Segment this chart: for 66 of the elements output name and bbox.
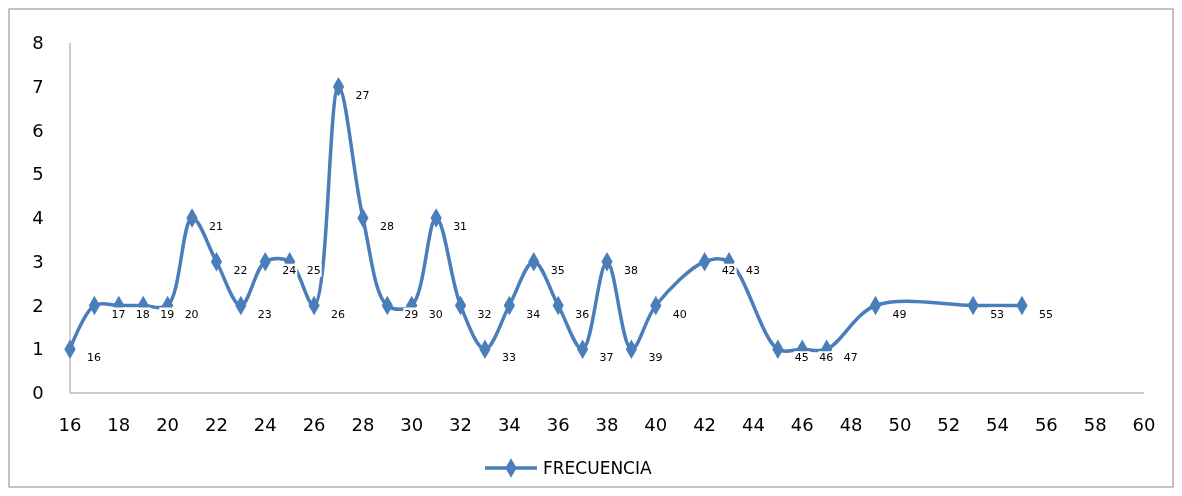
y-tick-label: 7: [32, 75, 44, 97]
annotation: 45: [794, 351, 809, 365]
x-tick-label: 60: [1132, 414, 1156, 435]
annotation: 37: [599, 351, 614, 365]
annotation: 22: [233, 263, 248, 277]
y-tick-label: 6: [32, 119, 44, 141]
x-tick-label: 24: [253, 414, 277, 435]
x-tick-label: 34: [497, 414, 521, 435]
annotation: 47: [843, 351, 858, 365]
y-tick-label: 4: [32, 207, 44, 228]
annotation: 18: [135, 307, 150, 321]
x-tick-label: 28: [351, 414, 375, 435]
annotation: 30: [428, 307, 443, 321]
annotation: 53: [990, 307, 1005, 321]
x-tick-label: 50: [888, 414, 912, 435]
annotation: 43: [746, 263, 761, 277]
x-tick-label: 56: [1034, 414, 1058, 435]
annotation: 55: [1038, 307, 1053, 321]
x-tick-label: 46: [790, 414, 814, 435]
annotation: 35: [550, 263, 565, 277]
legend-label: FRECUENCIA: [543, 458, 652, 478]
annotation: 19: [160, 307, 175, 321]
x-tick-label: 32: [449, 414, 472, 435]
x-tick-label: 40: [644, 414, 668, 435]
x-tick-label: 16: [58, 414, 82, 435]
y-tick-label: 3: [32, 250, 44, 272]
y-tick-label: 5: [32, 163, 44, 185]
annotation: 29: [404, 307, 419, 321]
annotation: 38: [624, 263, 638, 277]
y-tick-label: 1: [32, 338, 44, 360]
y-tick-label: 8: [32, 32, 44, 53]
x-tick-label: 18: [107, 414, 131, 435]
x-tick-label: 26: [302, 414, 326, 435]
x-tick-label: 54: [986, 414, 1009, 435]
y-tick-label: 0: [32, 382, 44, 403]
annotation: 33: [501, 351, 516, 365]
annotation: 31: [453, 220, 468, 233]
annotation: 24: [282, 263, 297, 277]
annotation: 40: [672, 307, 687, 321]
x-tick-label: 38: [595, 414, 619, 435]
annotation: 23: [257, 307, 272, 321]
annotation: 28: [379, 220, 394, 233]
annotation: 25: [306, 263, 321, 277]
annotation: 46: [819, 351, 834, 365]
x-tick-label: 22: [205, 414, 228, 435]
x-tick-label: 52: [937, 414, 961, 435]
x-tick-label: 36: [546, 414, 570, 435]
annotation: 39: [648, 351, 663, 365]
x-tick-label: 58: [1083, 414, 1107, 435]
x-tick-label: 30: [400, 414, 424, 435]
annotation: 49: [892, 307, 907, 321]
annotation: 36: [575, 307, 590, 321]
x-tick-label: 20: [156, 414, 180, 435]
x-tick-label: 44: [742, 414, 765, 435]
annotation: 16: [87, 351, 101, 365]
annotation: 42: [721, 263, 736, 277]
annotation: 34: [526, 307, 541, 321]
y-tick-label: 2: [32, 294, 44, 316]
annotation: 20: [184, 307, 199, 321]
annotation: 27: [355, 88, 370, 102]
annotation: 32: [477, 307, 492, 321]
annotation: 26: [331, 307, 346, 321]
x-tick-label: 42: [693, 414, 717, 435]
x-tick-label: 48: [839, 414, 863, 435]
annotation: 21: [209, 220, 224, 233]
annotation: 17: [111, 307, 126, 321]
